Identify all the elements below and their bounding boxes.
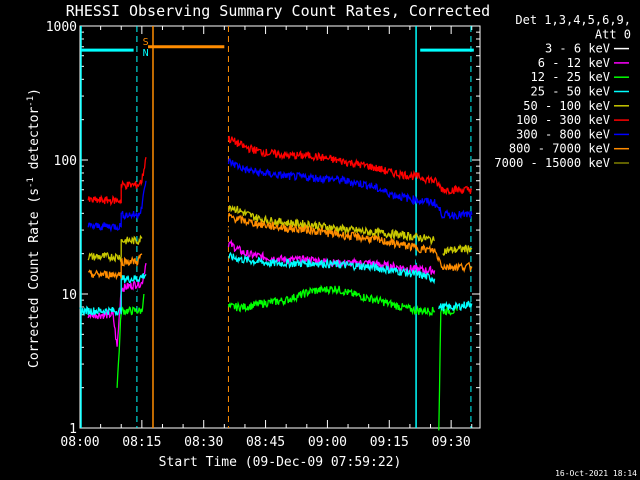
legend-label: 3 - 6 keV xyxy=(545,42,610,56)
legend-label: 800 - 7000 keV xyxy=(509,142,610,156)
series-line xyxy=(87,234,143,264)
y-tick-label: 100 xyxy=(54,154,77,169)
series-line xyxy=(87,157,147,207)
footer-timestamp: 16-Oct-2021 18:14 xyxy=(555,469,637,478)
legend-header: Att 0 xyxy=(595,27,631,41)
legend-header: Det 1,3,4,5,6,9, xyxy=(515,13,631,27)
series-line xyxy=(442,244,473,256)
x-tick-label: 09:30 xyxy=(432,435,471,450)
series-25-50keV xyxy=(79,251,473,317)
series-line xyxy=(228,251,436,285)
x-tick-label: 09:15 xyxy=(370,435,409,450)
x-axis-label: Start Time (09-Dec-09 07:59:22) xyxy=(159,455,402,470)
y-axis-label: Corrected Count Rate (s-1 detector-1) xyxy=(26,88,42,368)
legend-label: 50 - 100 keV xyxy=(523,99,610,113)
series-line xyxy=(227,212,473,274)
y-tick-label: 1000 xyxy=(46,20,77,35)
series-300-800keV xyxy=(87,158,473,233)
x-tick-label: 08:30 xyxy=(184,435,223,450)
x-tick-label: 08:15 xyxy=(122,435,161,450)
series-line xyxy=(87,262,147,347)
series-line xyxy=(79,273,147,317)
y-tick-label: 1 xyxy=(69,422,77,437)
series-50-100keV xyxy=(87,204,473,264)
legend-label: 7000 - 15000 keV xyxy=(494,156,610,170)
legend-label: 100 - 300 keV xyxy=(516,113,610,127)
series-100-300keV xyxy=(87,135,473,207)
legend-label: 12 - 25 keV xyxy=(531,70,610,84)
legend-label: 300 - 800 keV xyxy=(516,127,610,141)
series-line xyxy=(227,158,473,221)
series-line xyxy=(227,225,436,268)
chart-title: RHESSI Observing Summary Count Rates, Co… xyxy=(66,2,490,20)
series-800-7000keV xyxy=(88,212,473,281)
series-line xyxy=(88,253,143,281)
x-tick-label: 09:00 xyxy=(308,435,347,450)
x-tick-label: 08:00 xyxy=(60,435,99,450)
y-tick-label: 10 xyxy=(61,288,77,303)
attenuator-flag-label: S xyxy=(143,37,149,48)
night-flag-label: N xyxy=(143,48,149,59)
legend-label: 25 - 50 keV xyxy=(531,85,610,99)
plot-frame xyxy=(79,25,481,429)
x-tick-label: 08:45 xyxy=(246,435,285,450)
series-line xyxy=(87,180,147,233)
series-line xyxy=(227,284,436,317)
series-line xyxy=(227,135,473,196)
legend-label: 6 - 12 keV xyxy=(538,56,610,70)
series-line xyxy=(227,204,435,246)
series-line xyxy=(438,300,473,312)
